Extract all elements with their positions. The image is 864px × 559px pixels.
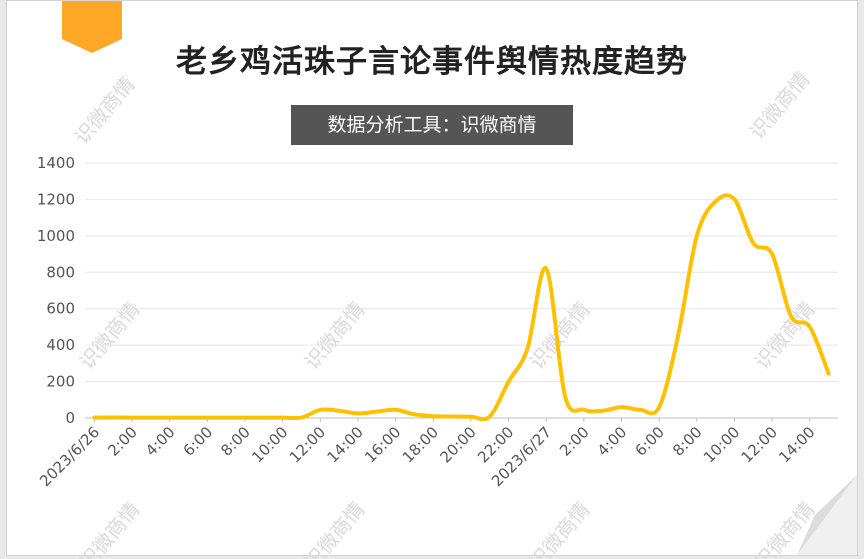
watermark-text: 识微商情	[745, 67, 815, 144]
watermark-text: 识微商情	[70, 72, 140, 149]
data-point	[789, 314, 793, 318]
data-point	[770, 252, 774, 256]
data-point	[130, 416, 134, 420]
y-tick-label: 800	[46, 263, 75, 281]
data-point	[187, 416, 191, 420]
data-point	[488, 415, 492, 419]
data-point	[431, 414, 435, 418]
x-tick-label: 12:00	[286, 423, 329, 466]
data-point	[563, 394, 567, 398]
data-point	[620, 405, 624, 409]
data-point	[827, 371, 831, 375]
x-tick-label: 6:00	[180, 423, 217, 460]
chart-card	[6, 0, 858, 556]
watermark-text: 识微商情	[525, 497, 595, 559]
data-point	[337, 409, 341, 413]
data-point	[751, 241, 755, 245]
x-tick-label: 18:00	[399, 423, 442, 466]
data-point	[732, 197, 736, 201]
data-point	[412, 412, 416, 416]
x-tick-label: 14:00	[775, 423, 818, 466]
y-tick-label: 1200	[37, 190, 75, 208]
y-tick-label: 200	[46, 373, 75, 391]
y-tick-label: 0	[65, 409, 75, 427]
x-axis: 2023/6/26 2:00 4:00 6:00 8:0010:0012:0014:00…	[36, 418, 819, 490]
data-point	[808, 325, 812, 329]
data-point	[224, 416, 228, 420]
data-point	[638, 408, 642, 412]
data-point	[657, 405, 661, 409]
x-tick-label: 12:00	[738, 423, 781, 466]
data-point	[714, 199, 718, 203]
series-layer	[92, 193, 831, 422]
data-point	[281, 416, 285, 420]
x-tick-label: 4:00	[594, 423, 631, 460]
data-point	[507, 380, 511, 384]
x-tick-label: 2:00	[556, 423, 593, 460]
grid-lines	[85, 162, 838, 419]
watermark-text: 识微商情	[300, 497, 370, 559]
data-point	[676, 334, 680, 338]
watermark-text: 识微商情	[75, 497, 145, 559]
data-point	[243, 416, 247, 420]
y-tick-label: 600	[46, 300, 75, 318]
data-point	[525, 347, 529, 351]
data-point	[544, 267, 548, 271]
x-tick-label: 2:00	[104, 423, 141, 460]
data-point	[450, 415, 454, 419]
x-tick-label: 4:00	[142, 423, 179, 460]
x-tick-label: 10:00	[700, 423, 743, 466]
x-tick-label: 20:00	[436, 423, 479, 466]
data-point	[394, 408, 398, 412]
data-point	[299, 416, 303, 420]
page-fold-icon	[797, 475, 857, 555]
data-point	[582, 408, 586, 412]
series-line	[92, 193, 831, 422]
corner-tab-icon	[62, 1, 122, 53]
data-point	[469, 415, 473, 419]
data-point	[149, 416, 153, 420]
data-point	[375, 410, 379, 414]
tool-subtitle: 数据分析工具：识微商情	[291, 105, 573, 145]
chart-title: 老乡鸡活珠子言论事件舆情热度趋势	[176, 44, 688, 80]
data-point	[111, 415, 115, 419]
y-tick-label: 400	[46, 336, 75, 354]
x-tick-label: 6:00	[631, 423, 668, 460]
x-tick-label: 14:00	[323, 423, 366, 466]
data-point	[92, 416, 96, 420]
x-tick-label: 16:00	[361, 423, 404, 466]
data-point	[205, 416, 209, 420]
x-tick-label: 2023/6/26	[36, 423, 103, 490]
data-point	[601, 409, 605, 413]
data-point	[356, 411, 360, 415]
y-axis: 0 200 400 600 800 1000 1200 1400	[37, 154, 75, 427]
data-point	[168, 416, 172, 420]
data-point	[695, 234, 699, 238]
y-tick-label: 1400	[37, 154, 75, 172]
x-tick-label: 10:00	[248, 423, 291, 466]
watermark-text: 识微商情	[750, 497, 820, 559]
y-tick-label: 1000	[37, 227, 75, 245]
data-point	[318, 408, 322, 412]
data-point	[262, 416, 266, 420]
